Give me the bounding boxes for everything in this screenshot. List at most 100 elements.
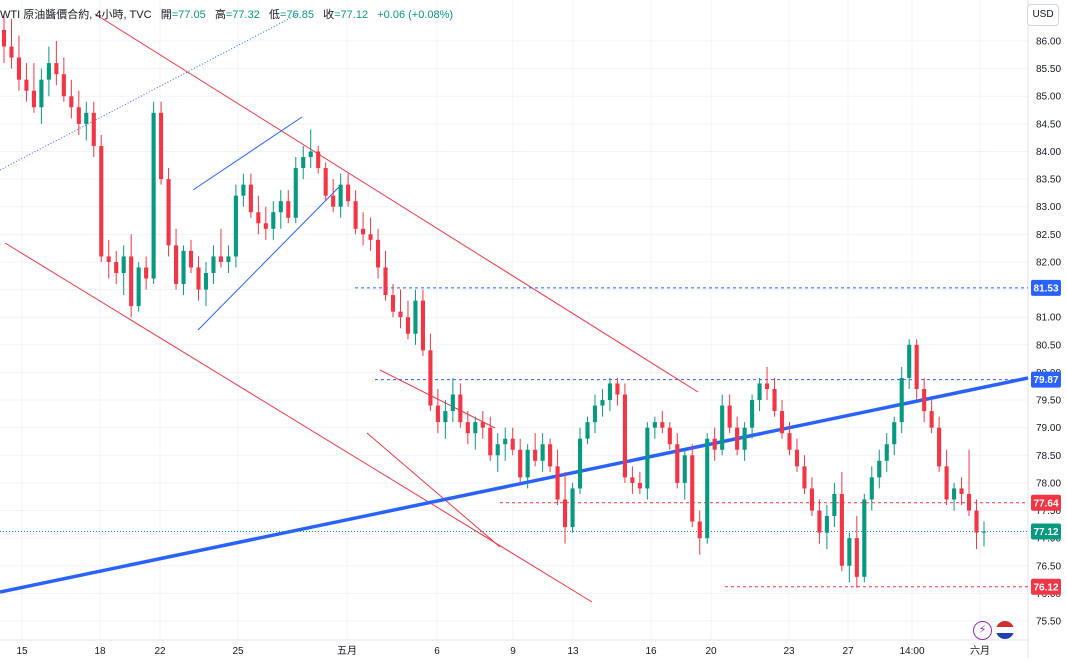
price-tick-label: 75.50	[1036, 617, 1061, 628]
candle-body	[181, 250, 186, 285]
candle-body	[458, 394, 463, 423]
candle-body	[450, 394, 455, 412]
price-badge-label: 77.64	[1033, 498, 1058, 509]
candle-body	[645, 427, 650, 489]
candle-body	[338, 184, 343, 207]
candle-body	[742, 427, 747, 450]
price-badge-label: 79.87	[1033, 375, 1058, 386]
candle-body	[196, 267, 201, 290]
candle-body	[839, 493, 844, 566]
candle-body	[518, 449, 523, 478]
candle-body	[473, 422, 478, 434]
candle-body	[944, 466, 949, 500]
time-tick-label: 6	[434, 646, 440, 657]
price-tick-label: 82.00	[1036, 257, 1061, 268]
open-value: =77.05	[171, 9, 206, 21]
candle-body	[31, 90, 36, 108]
candle-body	[76, 107, 81, 124]
candle-body	[630, 477, 635, 483]
candle-body	[346, 184, 351, 202]
candle-body	[61, 74, 66, 97]
candle-body	[922, 389, 927, 412]
candle-body	[9, 46, 14, 58]
candle-body	[899, 377, 904, 423]
candle-body	[398, 311, 403, 318]
candle-body	[331, 195, 336, 207]
candle-body	[570, 488, 575, 528]
time-tick-label: 27	[842, 646, 854, 657]
price-badge	[1031, 279, 1061, 296]
time-tick-label: 23	[783, 646, 795, 657]
candle-body	[832, 493, 837, 517]
candle-body	[712, 438, 717, 450]
close-value: =77.12	[334, 9, 369, 21]
price-badge	[1031, 578, 1061, 595]
candle-body	[667, 427, 672, 445]
candle-body	[233, 195, 238, 257]
candle-body	[675, 444, 680, 483]
price-badge-label: 77.12	[1033, 527, 1058, 538]
main-trend-line	[0, 376, 1029, 594]
price-badge	[1031, 523, 1061, 540]
candle-body	[480, 422, 485, 428]
candle-body	[308, 151, 313, 157]
candle-body	[735, 427, 740, 450]
candle-body	[548, 444, 553, 467]
time-tick-label: 14:00	[899, 646, 924, 657]
candle-body	[465, 422, 470, 434]
candle-body	[1, 29, 7, 47]
candle-body	[211, 256, 216, 273]
time-tick-label: 25	[232, 646, 244, 657]
price-tick-label: 85.00	[1036, 92, 1061, 103]
time-tick-label: 13	[567, 646, 579, 657]
candle-body	[144, 267, 149, 279]
candle-body	[495, 444, 500, 456]
candle-body	[218, 256, 224, 262]
candle-body	[877, 460, 882, 478]
price-tick-label: 76.50	[1036, 561, 1061, 572]
candle-body	[413, 300, 418, 334]
time-tick-label: 六月	[970, 645, 990, 657]
candle-body	[488, 427, 493, 456]
candle-body	[174, 245, 179, 285]
price-tick-label: 83.50	[1036, 175, 1061, 186]
candle-body	[323, 168, 328, 196]
candle-body	[383, 267, 388, 296]
candle-body	[660, 422, 665, 428]
symbol-title[interactable]: WTI 原油醬價合約, 4小時, TVC	[0, 9, 152, 21]
candle-body	[637, 482, 642, 489]
candle-body	[203, 273, 209, 290]
currency-button[interactable]: USD	[1027, 4, 1059, 26]
candle-body	[929, 411, 934, 428]
candle-body	[428, 350, 433, 406]
candle-body	[510, 438, 515, 450]
candle-body	[248, 184, 253, 213]
price-badge	[1031, 494, 1061, 511]
time-tick-label: 20	[705, 646, 717, 657]
low-value: =76.85	[279, 9, 314, 21]
channel-lower-line	[4, 242, 593, 603]
candle-body	[720, 405, 725, 450]
candle-body	[256, 212, 261, 224]
time-tick-label: 22	[154, 646, 166, 657]
price-tick-label: 83.00	[1036, 202, 1061, 213]
candle-body	[361, 228, 366, 235]
candle-body	[114, 261, 119, 273]
candle-body	[525, 449, 530, 478]
lightning-icon[interactable]: ⚡	[973, 621, 992, 640]
candle-body	[69, 96, 74, 108]
candle-body	[106, 256, 111, 262]
candle-body	[16, 57, 22, 80]
price-tick-label: 78.00	[1036, 478, 1061, 489]
flag-upper-line	[192, 116, 303, 191]
price-tick-label: 82.50	[1036, 230, 1061, 241]
close-label: 收	[323, 9, 335, 21]
candle-body	[136, 267, 141, 307]
candle-body	[420, 300, 425, 351]
candle-body	[705, 438, 710, 539]
us-flag-icon[interactable]	[996, 621, 1014, 639]
candle-body	[368, 234, 373, 240]
candle-body	[563, 499, 568, 528]
